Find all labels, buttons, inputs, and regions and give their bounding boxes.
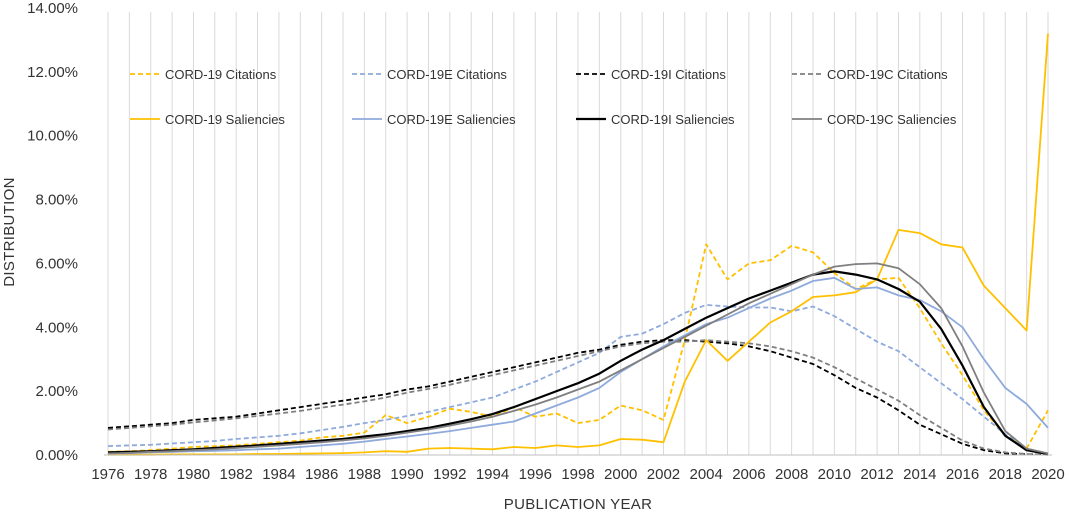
x-tick-label: 2016	[946, 466, 979, 483]
x-tick-label: 2000	[604, 466, 637, 483]
legend-label: CORD-19C Saliencies	[827, 112, 957, 127]
y-tick-label: 8.00%	[35, 192, 78, 209]
x-tick-label: 1994	[476, 466, 509, 483]
x-tick-label: 1988	[348, 466, 381, 483]
x-tick-label: 2020	[1031, 466, 1064, 483]
x-axis-ticks: 1976 1978 1980 1982 1984 1986 1988 1990 1992 1994…	[91, 466, 1064, 483]
legend-label: CORD-19I Citations	[611, 67, 726, 82]
y-tick-label: 0.00%	[35, 447, 78, 464]
x-tick-label: 1978	[134, 466, 167, 483]
legend-label: CORD-19 Citations	[165, 67, 277, 82]
series-line-cord-19c-saliencies	[107, 262, 1049, 455]
series-lines	[107, 33, 1049, 456]
y-tick-label: 10.00%	[27, 128, 78, 145]
y-tick-label: 14.00%	[27, 0, 78, 17]
x-tick-label: 1984	[262, 466, 295, 483]
series-line-cord-19e-saliencies	[107, 276, 1049, 455]
y-tick-label: 12.00%	[27, 64, 78, 81]
legend-label: CORD-19C Citations	[827, 67, 948, 82]
series-line-cord-19-citations	[107, 243, 1049, 453]
x-tick-label: 2006	[732, 466, 765, 483]
x-tick-label: 2018	[989, 466, 1022, 483]
x-tick-label: 1996	[519, 466, 552, 483]
series-line-cord-19c-citations	[107, 339, 1049, 456]
x-tick-label: 1998	[561, 466, 594, 483]
x-axis-title: PUBLICATION YEAR	[504, 496, 652, 512]
x-tick-label: 2008	[775, 466, 808, 483]
y-tick-label: 6.00%	[35, 255, 78, 272]
grid-lines	[107, 12, 1049, 455]
legend-label: CORD-19 Saliencies	[165, 112, 285, 127]
y-tick-label: 4.00%	[35, 319, 78, 336]
y-tick-label: 2.00%	[35, 383, 78, 400]
x-tick-label: 2002	[647, 466, 680, 483]
x-tick-label: 2010	[818, 466, 851, 483]
series-line-cord-19e-citations	[107, 303, 1049, 455]
y-axis-ticks: 0.00% 2.00% 4.00% 6.00% 8.00% 10.00% 12.00% 14.…	[27, 0, 78, 464]
x-tick-label: 1976	[91, 466, 124, 483]
x-tick-label: 2004	[689, 466, 722, 483]
x-tick-label: 1986	[305, 466, 338, 483]
x-tick-label: 2012	[860, 466, 893, 483]
legend: CORD-19 Citations CORD-19E Citations CORD-…	[130, 67, 957, 127]
series-line-cord-19i-saliencies	[107, 270, 1049, 456]
series-line-cord-19i-citations	[107, 339, 1049, 456]
x-tick-label: 1990	[390, 466, 423, 483]
x-tick-label: 1980	[177, 466, 210, 483]
series-line-cord-19-saliencies	[108, 33, 1049, 456]
x-tick-label: 1992	[433, 466, 466, 483]
legend-label: CORD-19E Saliencies	[387, 112, 516, 127]
x-tick-label: 1982	[219, 466, 252, 483]
legend-label: CORD-19I Saliencies	[611, 112, 735, 127]
legend-label: CORD-19E Citations	[387, 67, 507, 82]
y-axis-title: DISTRIBUTION	[1, 177, 18, 286]
x-tick-label: 2014	[903, 466, 936, 483]
